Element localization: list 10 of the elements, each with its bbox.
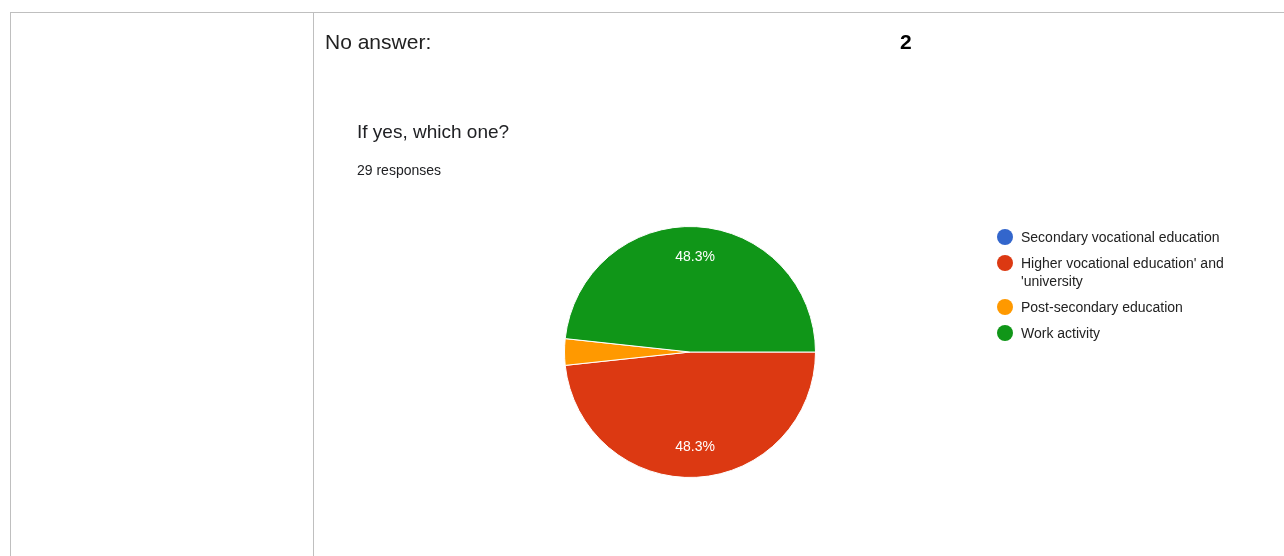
chart-title: If yes, which one?	[357, 121, 510, 143]
legend-label: Higher vocational education' and 'university	[1021, 254, 1225, 290]
text: 29 responses	[357, 162, 442, 178]
data-label: 48.3%	[675, 247, 715, 264]
data-label: 48.3%	[675, 438, 715, 455]
legend-label: Secondary vocational education	[1021, 228, 1221, 246]
text: 2	[900, 30, 912, 54]
legend-label: Post-secondary education	[1021, 298, 1184, 316]
text: No answer:	[325, 30, 432, 54]
legend-label: Work activity	[1021, 324, 1102, 342]
